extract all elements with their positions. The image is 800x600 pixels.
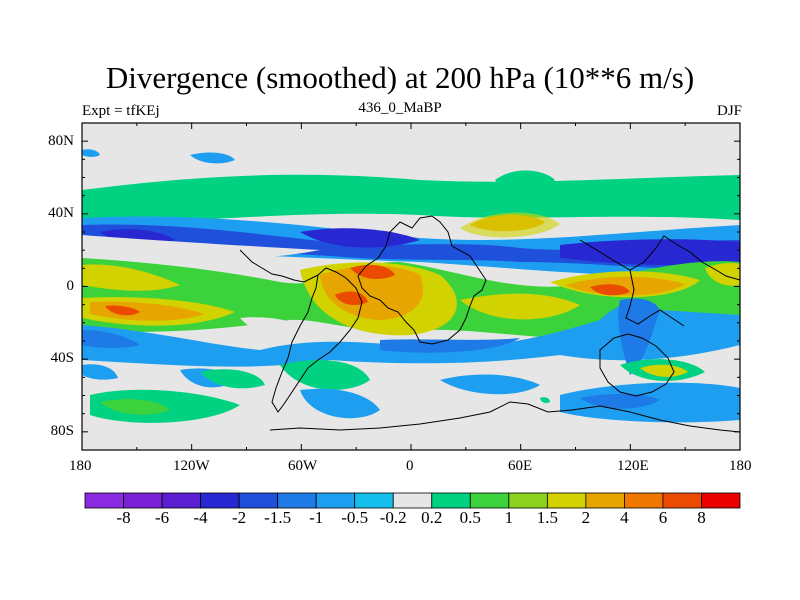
colorbar-label: -1	[309, 508, 324, 527]
lon-label-60w: 60W	[288, 458, 318, 474]
lon-label-180w: 180	[69, 458, 92, 474]
colorbar-label: 0.5	[459, 508, 481, 527]
contour-band	[380, 338, 520, 353]
colorbar-swatch	[662, 492, 702, 509]
experiment-label: Expt = tfKEj	[82, 103, 160, 119]
contour-band	[200, 369, 265, 389]
coastline-asia	[579, 235, 740, 281]
colorbar-label: -4	[193, 508, 208, 527]
colorbar	[84, 492, 741, 509]
colorbar-label: 6	[658, 508, 668, 527]
contour-band	[540, 397, 550, 403]
colorbar-label: -2	[232, 508, 247, 527]
coastline-central-america	[239, 249, 319, 283]
contour-band	[82, 174, 740, 225]
colorbar-swatch	[277, 492, 317, 509]
colorbar-swatch	[200, 492, 240, 509]
colorbar-swatch	[354, 492, 394, 509]
colorbar-label: -0.5	[341, 508, 369, 527]
coastline-antarctica	[269, 401, 740, 433]
lon-label-60e: 60E	[508, 458, 533, 474]
contour-band	[190, 152, 235, 164]
coastline-australia	[599, 333, 675, 397]
contour-band	[300, 388, 380, 419]
contour-band	[82, 303, 740, 367]
coastline-maritime	[625, 269, 685, 327]
contour-band	[100, 399, 170, 415]
colorbar-label: 0.2	[421, 508, 443, 527]
colorbar-swatch	[392, 492, 433, 509]
colorbar-swatch	[546, 492, 587, 509]
contour-band	[350, 264, 395, 280]
contour-band	[640, 364, 688, 377]
colorbar-label: 8	[697, 508, 706, 527]
contour-band	[440, 374, 540, 395]
contour-band	[460, 293, 580, 320]
contour-band	[105, 305, 140, 316]
colorbar-swatch	[238, 492, 279, 509]
contour-band	[495, 170, 555, 192]
run-label: 436_0_MaBP	[358, 100, 442, 116]
lon-label-120w: 120W	[173, 458, 210, 474]
colorbar-label: 1.5	[536, 508, 558, 527]
contour-band	[320, 265, 424, 320]
lat-label-40n: 40N	[48, 205, 74, 221]
plot-title: Divergence (smoothed) at 200 hPa (10**6 …	[105, 60, 695, 95]
contour-band	[90, 389, 240, 423]
contour-band	[280, 360, 370, 390]
coastline-south-america	[271, 267, 363, 413]
colorbar-label: -6	[154, 508, 170, 527]
colorbar-swatch	[161, 492, 201, 509]
contour-band	[82, 264, 180, 291]
contour-band	[560, 239, 740, 266]
axis-ticks	[81, 122, 741, 451]
colorbar-label: 4	[620, 508, 629, 527]
contour-band	[240, 317, 310, 336]
colorbar-label: -0.2	[379, 508, 407, 527]
lon-label-0: 0	[406, 458, 414, 474]
contour-band	[82, 364, 118, 380]
colorbar-swatch	[624, 492, 664, 509]
contour-band	[580, 393, 660, 409]
coastline-africa	[357, 215, 487, 345]
contour-band	[460, 212, 560, 238]
lat-label-40s: 40S	[50, 350, 74, 366]
lon-label-180e: 180	[729, 458, 752, 474]
coastlines	[239, 215, 740, 433]
colorbar-label: 1	[504, 508, 514, 527]
colorbar-swatch	[508, 492, 548, 509]
colorbar-swatch	[431, 492, 471, 509]
season-label: DJF	[716, 103, 742, 119]
contour-band	[82, 235, 320, 260]
colorbar-swatch	[701, 492, 741, 509]
colorbar-label: 2	[581, 508, 591, 527]
colorbar-swatch	[123, 492, 163, 509]
contour-band	[590, 284, 630, 296]
colorbar-label: -8	[116, 508, 131, 527]
contour-band	[82, 149, 100, 157]
colorbar-label: -1.5	[264, 508, 292, 527]
lon-label-120e: 120E	[617, 458, 649, 474]
colorbar-swatch	[315, 492, 356, 509]
lat-label-80n: 80N	[48, 133, 74, 149]
contour-band	[335, 291, 368, 306]
colorbar-swatch	[84, 492, 124, 509]
lat-label-0: 0	[66, 278, 75, 294]
contour-band	[82, 330, 140, 349]
colorbar-swatch	[585, 492, 625, 509]
colorbar-swatch	[469, 492, 510, 509]
lat-label-80s: 80S	[50, 423, 74, 439]
